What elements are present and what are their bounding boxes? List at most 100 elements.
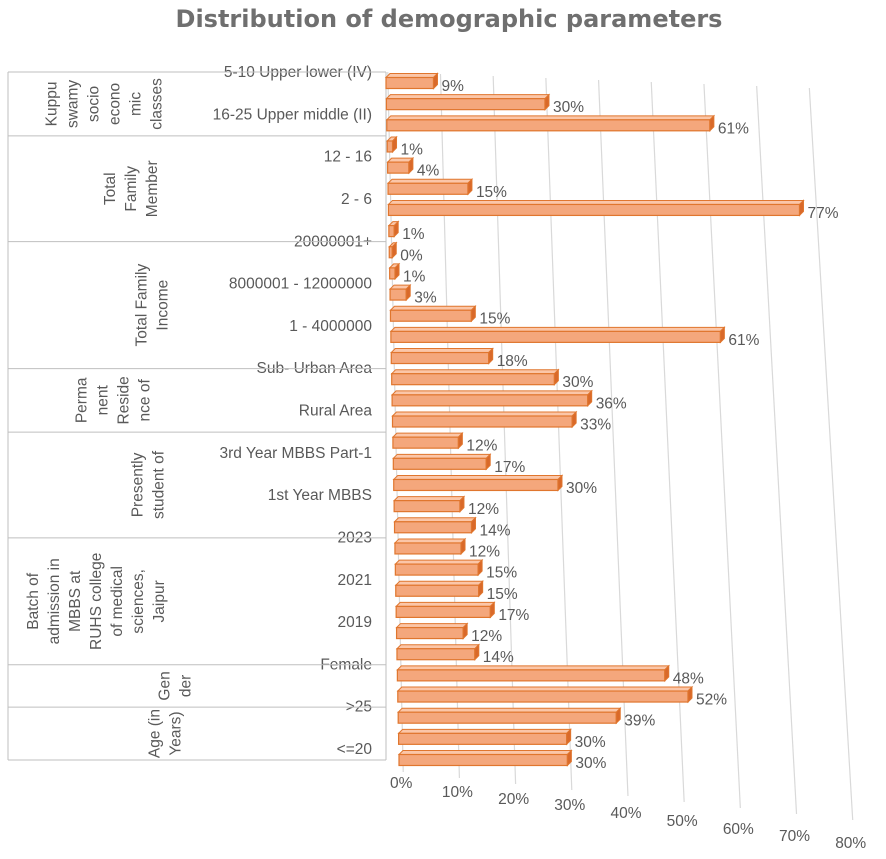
svg-text:swamy: swamy xyxy=(65,80,82,128)
data-label: 12% xyxy=(468,501,499,518)
bar xyxy=(387,199,805,217)
svg-text:Reside: Reside xyxy=(116,376,133,424)
svg-text:der: der xyxy=(178,675,195,697)
svg-text:Total Family: Total Family xyxy=(134,264,151,347)
bar xyxy=(396,664,670,683)
svg-text:Kuppu: Kuppu xyxy=(44,82,61,127)
x-tick-label: 70% xyxy=(779,828,810,845)
bar xyxy=(393,516,477,534)
data-label: 36% xyxy=(596,395,627,412)
x-tick-label: 50% xyxy=(667,813,698,830)
bar xyxy=(386,135,398,154)
data-label: 3% xyxy=(414,290,437,307)
category-label: 2019 xyxy=(338,614,372,631)
bar xyxy=(394,580,484,598)
data-label: 15% xyxy=(487,586,518,603)
data-label: 77% xyxy=(807,205,838,222)
data-label: 15% xyxy=(479,311,510,328)
svg-text:sciences,: sciences, xyxy=(130,569,147,634)
x-tick-label: 80% xyxy=(835,835,866,852)
svg-text:nce of: nce of xyxy=(137,379,154,422)
bar xyxy=(386,178,474,196)
svg-text:socio: socio xyxy=(86,86,103,122)
category-label: 1 - 4000000 xyxy=(289,318,372,335)
data-label: 9% xyxy=(441,78,464,95)
category-label: Rural Area xyxy=(299,403,373,420)
data-label: 48% xyxy=(673,670,704,687)
svg-text:nent: nent xyxy=(95,385,112,416)
bar xyxy=(391,410,578,429)
svg-text:Total: Total xyxy=(102,172,119,205)
category-label: 2021 xyxy=(338,572,372,589)
gridline xyxy=(756,85,798,815)
data-label: 18% xyxy=(497,353,528,370)
data-label: 14% xyxy=(483,649,514,666)
x-tick-label: 10% xyxy=(442,784,473,801)
category-label: <=20 xyxy=(337,741,373,758)
bar xyxy=(389,305,477,323)
group-label: Presently student of xyxy=(130,450,168,519)
data-labels: 9%30%61%1%4%15%77%1%0%1%3%15%61%18%30%36… xyxy=(400,78,838,772)
svg-text:classes: classes xyxy=(149,78,166,130)
bar xyxy=(386,156,415,175)
bar xyxy=(387,220,400,238)
svg-text:Income: Income xyxy=(155,280,172,331)
bar xyxy=(393,537,467,556)
data-label: 30% xyxy=(553,99,584,116)
bar xyxy=(392,453,492,471)
data-label: 52% xyxy=(696,692,727,709)
bars xyxy=(384,72,805,767)
bar xyxy=(397,749,573,767)
bar xyxy=(394,558,484,577)
group-label: Total Family Member xyxy=(102,160,161,217)
category-axis: 5-10 Upper lower (IV)16-25 Upper middle … xyxy=(7,64,387,761)
svg-text:econo: econo xyxy=(107,83,124,125)
data-label: 39% xyxy=(624,713,655,730)
category-label: 3rd Year MBBS Part-1 xyxy=(220,445,373,462)
svg-text:Presently: Presently xyxy=(130,452,147,517)
svg-text:Batch of: Batch of xyxy=(25,572,42,630)
group-label: Total Family Income xyxy=(134,264,172,347)
data-label: 30% xyxy=(566,480,597,497)
data-label: 17% xyxy=(498,607,529,624)
svg-text:Family: Family xyxy=(123,166,140,212)
gridline xyxy=(808,87,854,821)
category-label: 1st Year MBBS xyxy=(268,487,372,504)
data-label: 15% xyxy=(486,565,517,582)
bar xyxy=(385,114,716,133)
data-label: 30% xyxy=(575,755,606,772)
data-label: 4% xyxy=(417,163,440,180)
svg-text:RUHS college: RUHS college xyxy=(88,553,105,650)
category-label: 8000001 - 12000000 xyxy=(229,276,372,293)
group-label: Gen der xyxy=(157,671,195,700)
svg-text:admission in: admission in xyxy=(46,558,63,644)
bar xyxy=(390,389,593,408)
data-label: 61% xyxy=(728,332,759,349)
chart-title: Distribution of demographic parameters xyxy=(176,5,723,33)
bar xyxy=(384,72,439,90)
bar xyxy=(388,262,401,281)
svg-text:of medical: of medical xyxy=(109,566,126,637)
gridline xyxy=(545,77,573,791)
group-label: Perma nent Reside nce of xyxy=(74,376,154,424)
data-label: 17% xyxy=(494,459,525,476)
bar xyxy=(388,283,412,302)
bar xyxy=(391,431,464,450)
bar xyxy=(392,495,466,513)
bar xyxy=(396,706,622,725)
data-label: 61% xyxy=(718,120,749,137)
x-tick-label: 40% xyxy=(610,805,641,822)
svg-text:student of: student of xyxy=(151,450,168,519)
bar xyxy=(390,347,494,365)
bar xyxy=(389,326,726,344)
svg-text:Perma: Perma xyxy=(74,377,91,423)
bar xyxy=(395,643,481,661)
data-label: 33% xyxy=(580,417,611,434)
bar xyxy=(397,728,572,746)
data-label: 1% xyxy=(402,226,425,243)
bar xyxy=(394,601,496,619)
svg-text:Age (in: Age (in xyxy=(147,709,164,758)
category-label: 12 - 16 xyxy=(324,149,372,166)
bar xyxy=(396,685,694,704)
data-label: 12% xyxy=(471,628,502,645)
